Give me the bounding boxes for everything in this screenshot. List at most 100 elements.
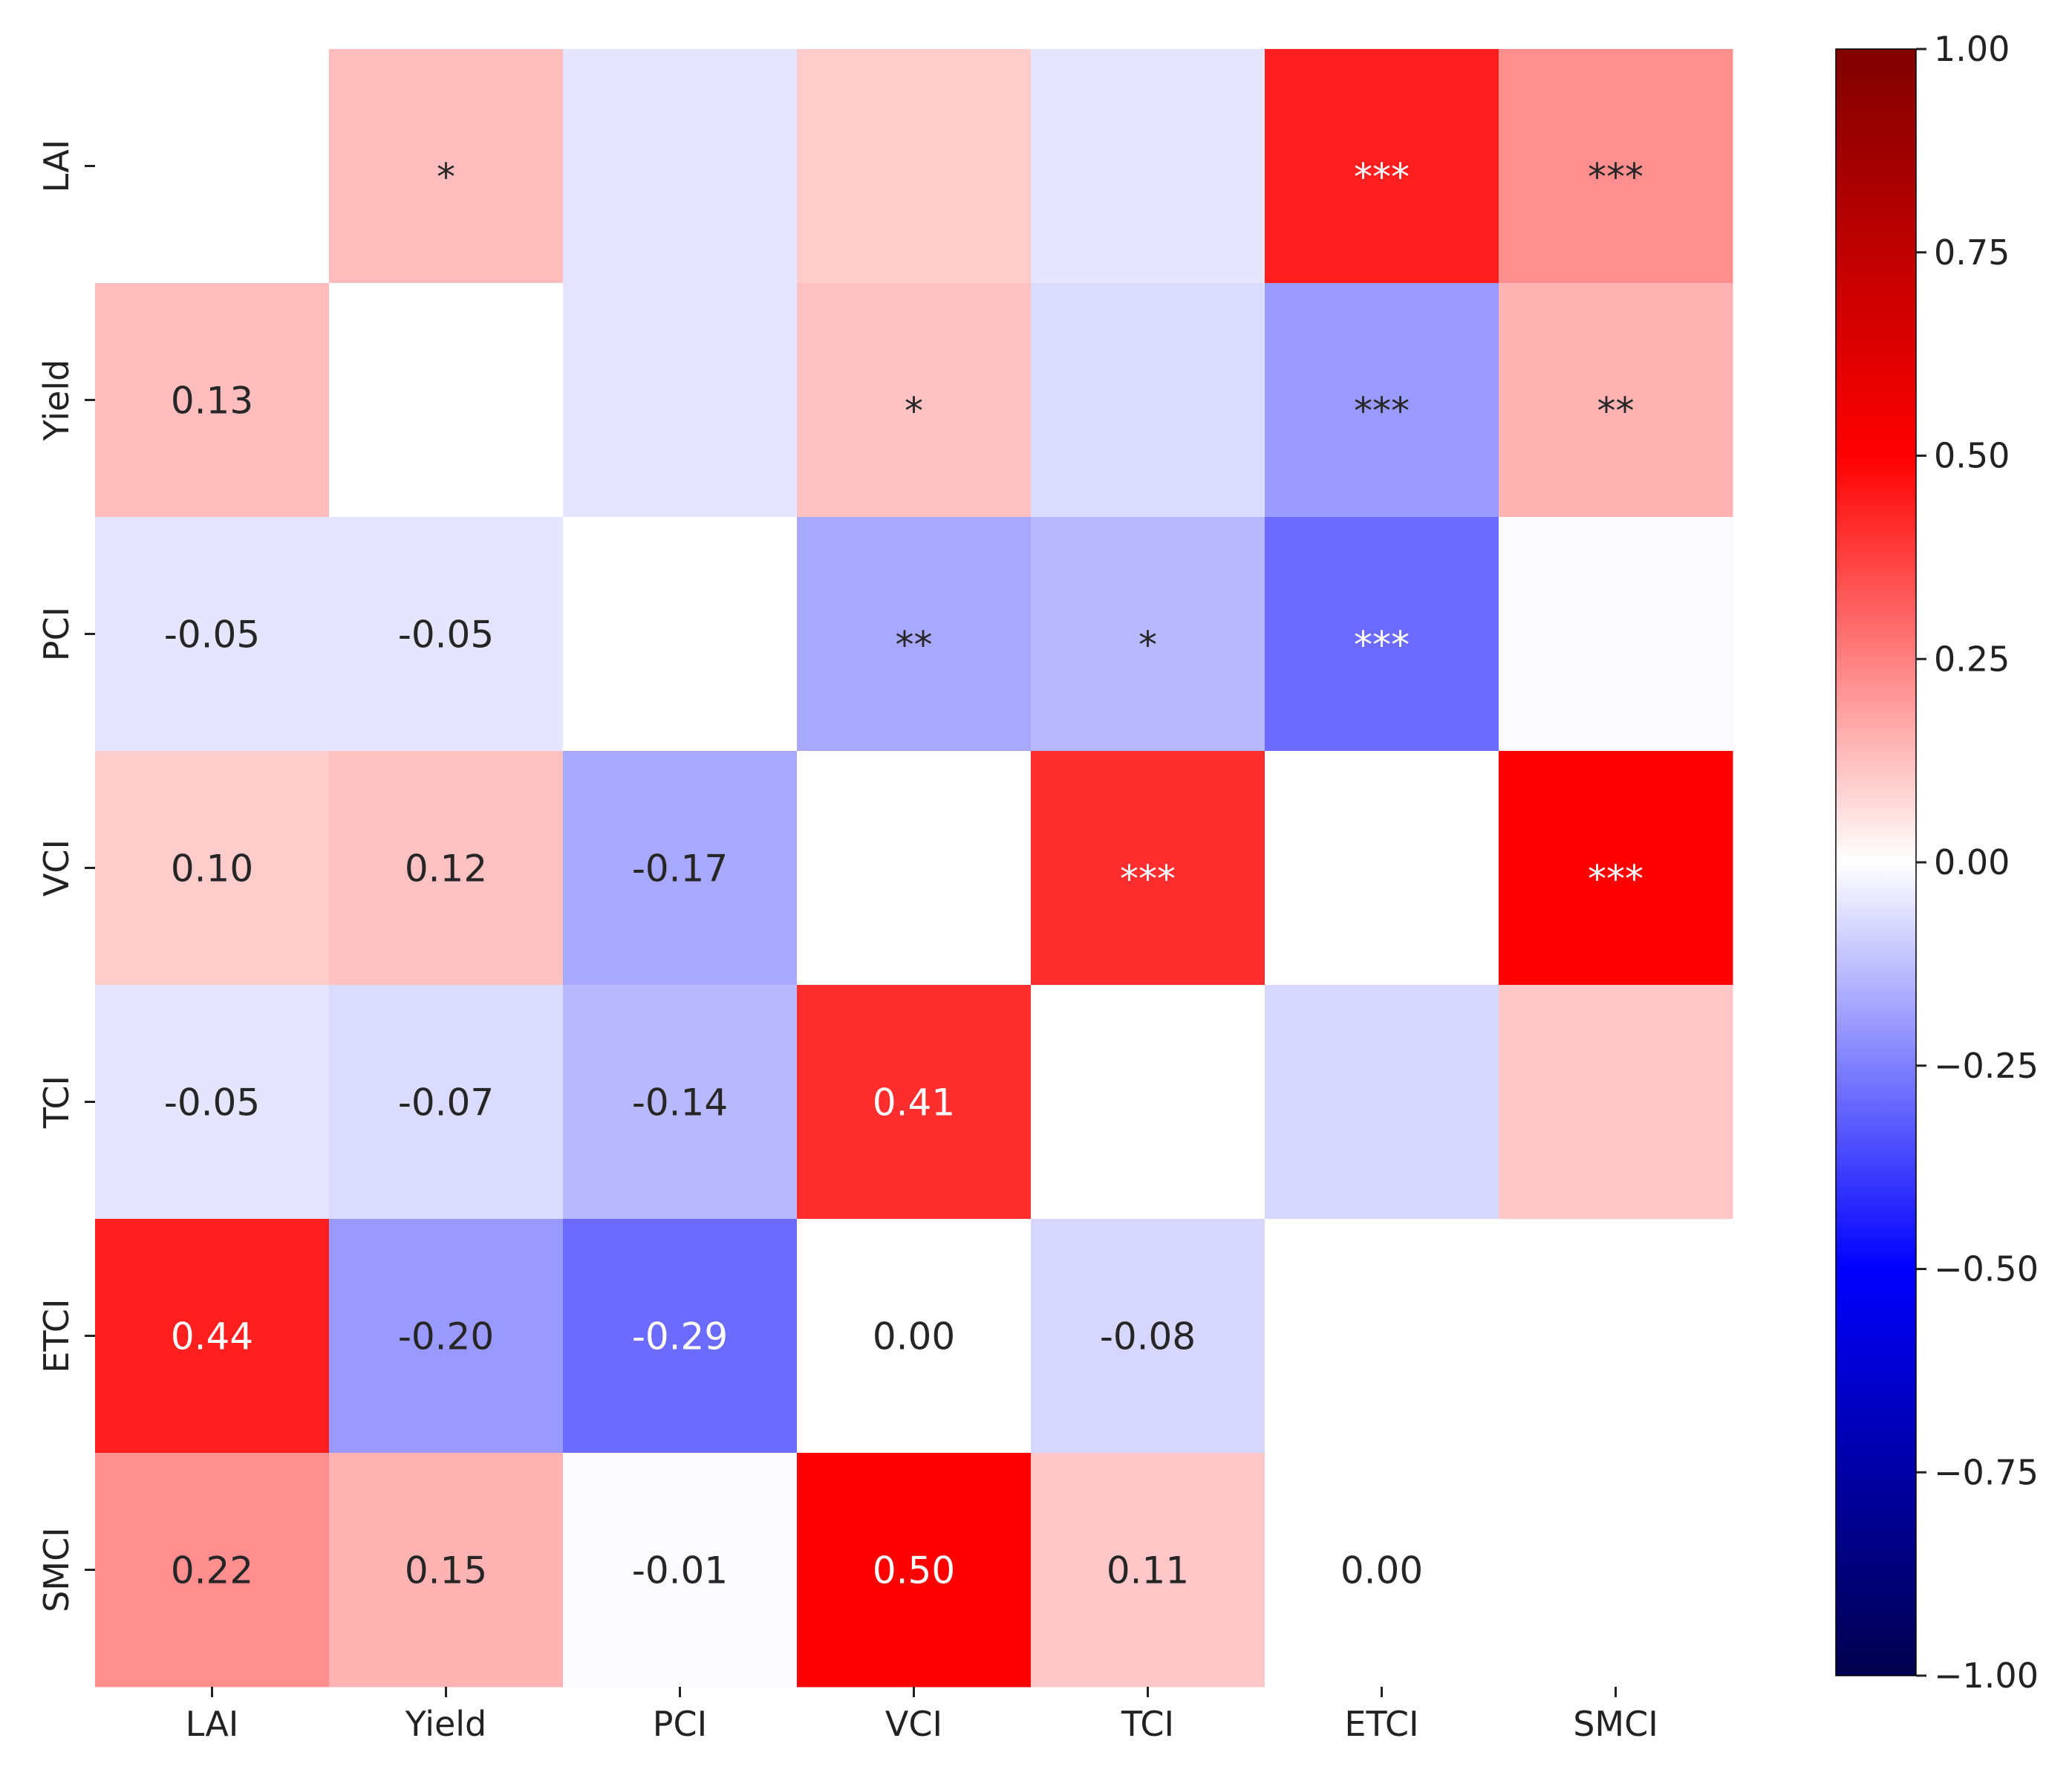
heatmap-cell-vci-yield (329, 751, 564, 986)
value-label-pci-lai: -0.05 (164, 614, 260, 657)
value-label-vci-pci: -0.17 (632, 847, 728, 891)
heatmap-cell-yield-vci (797, 283, 1032, 518)
colorbar-gradient (1835, 48, 1917, 1676)
y-tick-label-vci: VCI (36, 839, 76, 896)
heatmap-cell-tci-smci (1499, 985, 1733, 1220)
colorbar-tick-label: −0.50 (1934, 1249, 2039, 1289)
heatmap-cell-yield-pci (563, 283, 798, 518)
value-label-smci-lai: 0.22 (171, 1549, 253, 1592)
heatmap-cell-lai-smci (1499, 49, 1733, 284)
heatmap-cell-yield-yield (329, 283, 564, 518)
colorbar-tick-label: 0.25 (1934, 639, 2010, 679)
heatmap-cell-vci-smci (1499, 751, 1733, 986)
heatmap-cell-pci-pci (563, 517, 798, 752)
heatmap-cell-lai-pci (563, 49, 798, 284)
heatmap-cell-smci-yield (329, 1453, 564, 1688)
heatmap-cells (95, 49, 1733, 1688)
colorbar-tick-label: 0.50 (1934, 436, 2010, 476)
x-tick-label-vci: VCI (885, 1704, 942, 1744)
value-label-etci-tci: -0.08 (1100, 1315, 1196, 1358)
heatmap-cell-lai-tci (1031, 49, 1265, 284)
significance-label-vci-tci: *** (1120, 858, 1176, 901)
colorbar-tick-label: −1.00 (1934, 1656, 2039, 1696)
heatmap-cell-lai-lai (95, 49, 330, 284)
heatmap-cell-etci-lai (95, 1219, 330, 1454)
heatmap-cell-vci-lai (95, 751, 330, 986)
heatmap-cell-etci-tci (1031, 1219, 1265, 1454)
y-tick-label-tci: TCI (36, 1076, 76, 1129)
value-label-tci-pci: -0.14 (632, 1081, 728, 1125)
x-tick-label-tci: TCI (1121, 1704, 1174, 1744)
heatmap-cell-pci-smci (1499, 517, 1733, 752)
significance-label-yield-smci: ** (1597, 390, 1635, 433)
y-tick-label-smci: SMCI (36, 1527, 76, 1613)
colorbar-tick-label: 0.75 (1934, 232, 2010, 273)
heatmap-cell-lai-yield (329, 49, 564, 284)
x-axis: LAI Yield PCI VCI TCI ETCI SMCI (186, 1687, 1658, 1744)
significance-label-lai-yield: * (437, 156, 455, 199)
significance-label-pci-tci: * (1138, 624, 1157, 667)
heatmap-cell-yield-lai (95, 283, 330, 518)
heatmap-cell-smci-vci (797, 1453, 1032, 1688)
value-label-smci-vci: 0.50 (873, 1549, 955, 1592)
heatmap-cell-pci-yield (329, 517, 564, 752)
x-tick-label-yield: Yield (405, 1704, 487, 1744)
heatmap-cell-tci-vci (797, 985, 1032, 1220)
heatmap-cell-etci-vci (797, 1219, 1032, 1454)
value-label-smci-tci: 0.11 (1107, 1549, 1189, 1592)
y-axis: LAI Yield PCI VCI TCI ETCI SMCI (36, 140, 95, 1613)
heatmap-cell-smci-tci (1031, 1453, 1265, 1688)
heatmap-cell-tci-lai (95, 985, 330, 1220)
significance-label-lai-smci: *** (1588, 156, 1643, 199)
y-tick-label-pci: PCI (36, 607, 76, 661)
heatmap-cell-vci-etci (1265, 751, 1499, 986)
heatmap-cell-etci-etci (1265, 1219, 1499, 1454)
heatmap-cell-yield-smci (1499, 283, 1733, 518)
heatmap-cell-vci-pci (563, 751, 798, 986)
colorbar-tick-label: −0.25 (1934, 1046, 2039, 1086)
significance-label-lai-etci: *** (1354, 156, 1410, 199)
colorbar: 1.00 0.75 0.50 0.25 0.00 −0.25 −0.50 −0.75 −1.00 (1835, 29, 2039, 1696)
heatmap-cell-tci-etci (1265, 985, 1499, 1220)
heatmap-cell-tci-pci (563, 985, 798, 1220)
significance-label-yield-etci: *** (1354, 390, 1410, 433)
value-label-yield-lai: 0.13 (171, 380, 253, 423)
significance-label-pci-vci: ** (896, 624, 933, 667)
heatmap-cell-pci-etci (1265, 517, 1499, 752)
x-tick-label-pci: PCI (653, 1704, 707, 1744)
value-label-smci-etci: 0.00 (1340, 1549, 1423, 1592)
value-label-etci-vci: 0.00 (873, 1315, 955, 1358)
value-label-smci-pci: -0.01 (632, 1549, 728, 1592)
heatmap-cell-etci-yield (329, 1219, 564, 1454)
y-tick-label-etci: ETCI (36, 1298, 76, 1373)
y-tick-label-yield: Yield (36, 359, 76, 442)
heatmap-cell-smci-lai (95, 1453, 330, 1688)
heatmap-cell-lai-vci (797, 49, 1032, 284)
heatmap-cell-lai-etci (1265, 49, 1499, 284)
heatmap-cell-pci-vci (797, 517, 1032, 752)
value-label-tci-lai: -0.05 (164, 1081, 260, 1125)
heatmap-cell-yield-tci (1031, 283, 1265, 518)
value-label-etci-yield: -0.20 (398, 1315, 494, 1358)
y-tick-label-lai: LAI (36, 140, 76, 193)
value-label-smci-yield: 0.15 (405, 1549, 487, 1592)
x-tick-label-smci: SMCI (1573, 1704, 1658, 1744)
colorbar-tick-label: 0.00 (1934, 842, 2010, 882)
colorbar-ticks: 1.00 0.75 0.50 0.25 0.00 −0.25 −0.50 −0.75 −1.00 (1916, 29, 2039, 1696)
heatmap-cell-smci-pci (563, 1453, 798, 1688)
colorbar-tick-label: −0.75 (1934, 1452, 2039, 1492)
significance-label-vci-smci: *** (1588, 858, 1643, 901)
heatmap-cell-vci-vci (797, 751, 1032, 986)
value-label-pci-yield: -0.05 (398, 614, 494, 657)
heatmap-cell-etci-pci (563, 1219, 798, 1454)
value-label-etci-lai: 0.44 (171, 1315, 253, 1358)
heatmap-cell-etci-smci (1499, 1219, 1733, 1454)
heatmap-cell-pci-lai (95, 517, 330, 752)
heatmap-cell-vci-tci (1031, 751, 1265, 986)
heatmap-cell-smci-smci (1499, 1453, 1733, 1688)
significance-label-yield-vci: * (905, 390, 923, 433)
significance-label-pci-etci: *** (1354, 624, 1410, 667)
value-label-etci-pci: -0.29 (632, 1315, 728, 1358)
value-label-vci-lai: 0.10 (171, 847, 253, 891)
